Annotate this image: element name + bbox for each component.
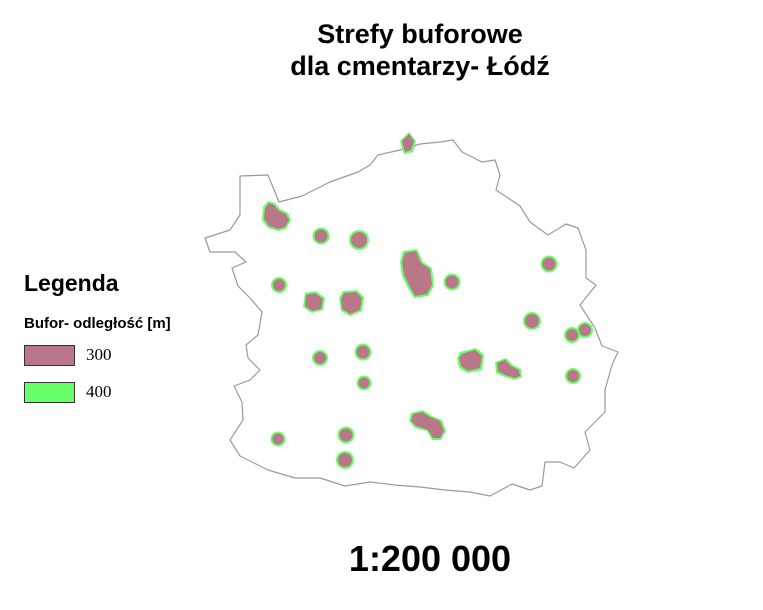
- buffer-zone: [400, 249, 434, 298]
- buffer-zone: [339, 290, 364, 316]
- legend-heading: Legenda: [24, 270, 119, 296]
- legend-label-400: 400: [86, 382, 112, 401]
- buffer-zone: [312, 227, 330, 245]
- buffer-zones: [262, 132, 593, 469]
- map-title-line-2: dla cmentarzy- Łódź: [290, 51, 550, 81]
- buffer-zone: [337, 426, 355, 444]
- map-scale: 1:200 000: [348, 538, 512, 579]
- legend-swatch-400: [24, 381, 75, 403]
- buffer-zone: [577, 322, 593, 338]
- buffer-zone: [495, 358, 522, 380]
- legend-subtitle: Bufor- odległość [m]: [24, 315, 171, 332]
- buffer-zone: [354, 343, 372, 361]
- legend-item-400: 400: [24, 381, 112, 403]
- buffer-zone: [565, 368, 581, 384]
- buffer-zone: [356, 375, 372, 391]
- buffer-zone: [409, 410, 446, 440]
- buffer-zone: [540, 255, 558, 273]
- map-title-line-1: Strefy buforowe: [317, 19, 523, 49]
- buffer-zone: [523, 312, 541, 330]
- buffer-zone: [270, 431, 286, 447]
- buffer-zone: [336, 451, 354, 469]
- buffer-zone: [303, 291, 325, 313]
- buffer-zone: [457, 348, 484, 373]
- legend-swatch-300: [24, 344, 75, 366]
- buffer-zone: [312, 350, 328, 366]
- buffer-zone: [443, 273, 461, 291]
- buffer-zone: [564, 327, 580, 343]
- legend-label-300: 300: [86, 345, 112, 364]
- buffer-zone: [349, 230, 369, 250]
- buffer-zone: [400, 132, 416, 154]
- city-boundary: [204, 139, 619, 497]
- buffer-zone: [271, 277, 287, 293]
- buffer-zone: [262, 201, 291, 231]
- legend-item-300: 300: [24, 344, 112, 366]
- map-title: Strefy buforowe dla cmentarzy- Łódź: [200, 18, 640, 82]
